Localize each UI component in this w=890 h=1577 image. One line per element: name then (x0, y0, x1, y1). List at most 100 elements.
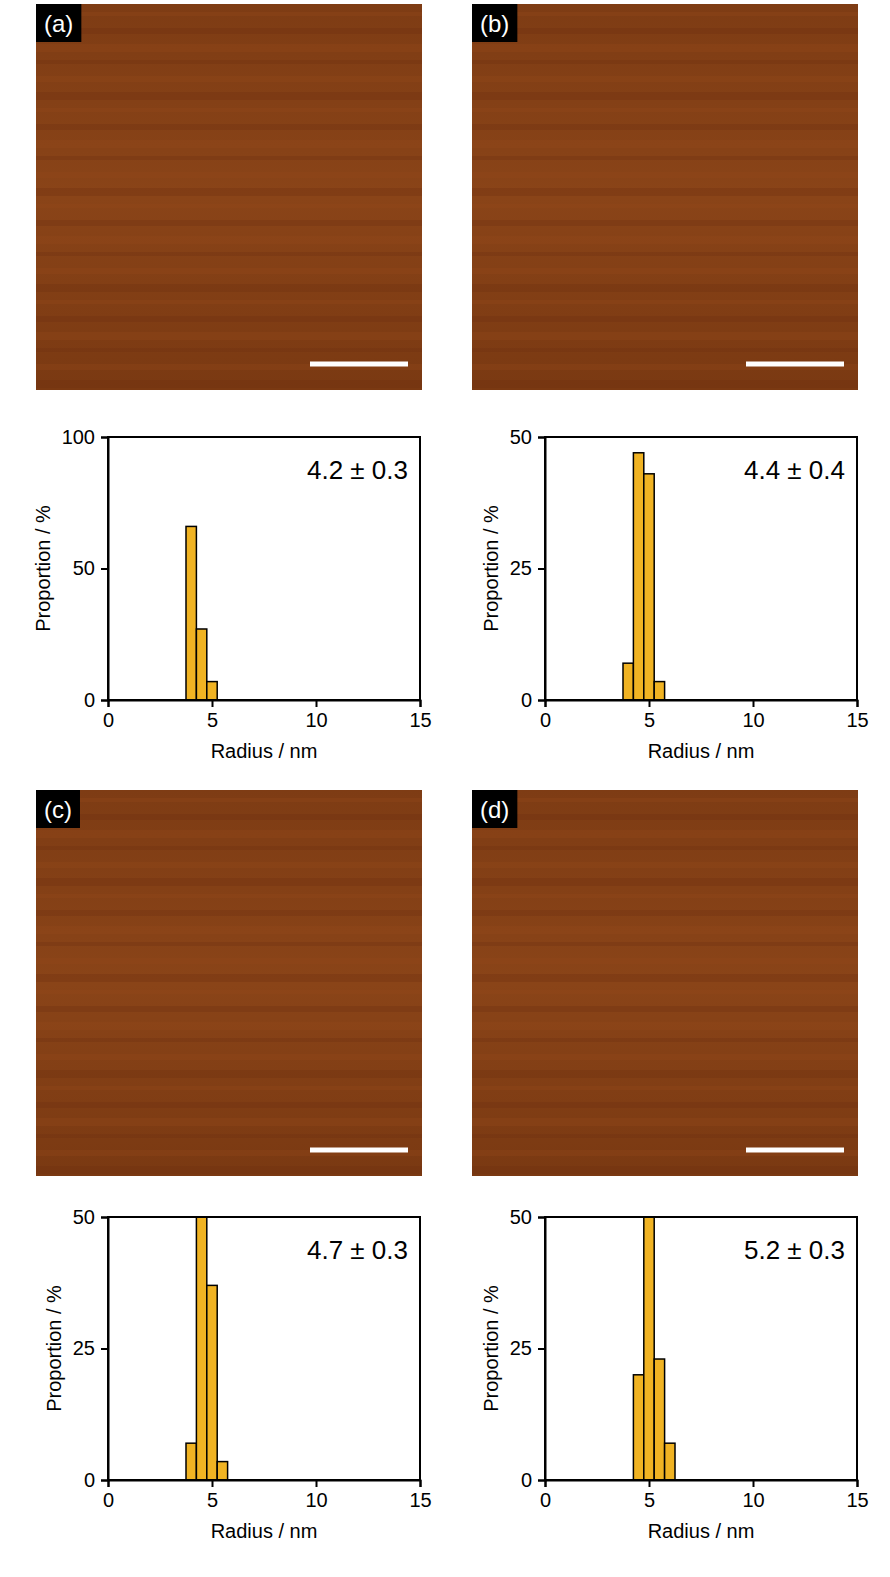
y-tick: 50 (73, 1206, 108, 1228)
y-tick: 100 (62, 426, 108, 448)
scan-line (36, 332, 422, 340)
scan-line (472, 894, 858, 898)
scan-line (472, 156, 858, 160)
x-tick-label: 15 (409, 1489, 431, 1511)
scan-line (472, 1022, 858, 1030)
scan-line (472, 76, 858, 82)
scan-line (472, 942, 858, 946)
y-axis: 0 25 50 (73, 1206, 109, 1491)
image-ground (36, 790, 422, 1176)
x-tick-label: 15 (846, 1489, 868, 1511)
scan-line (472, 1102, 858, 1108)
y-tick-label: 50 (73, 1206, 95, 1228)
bar (186, 526, 196, 700)
plot-frame (108, 1217, 420, 1480)
y-axis: 0 25 50 (510, 1206, 546, 1491)
x-tick-mark (420, 1480, 422, 1487)
bar (644, 1217, 654, 1480)
panel: (a)051015050100Radius / nmProportion / %… (32, 4, 432, 762)
x-tick: 15 (409, 1480, 431, 1511)
scan-line (36, 156, 422, 160)
x-tick-label: 5 (207, 709, 218, 731)
x-tick: 10 (742, 1480, 764, 1511)
bar (644, 474, 654, 700)
y-tick-label: 50 (510, 1206, 532, 1228)
scan-line (36, 140, 422, 148)
scan-line (472, 814, 858, 820)
x-axis-title: Radius / nm (648, 1520, 755, 1542)
x-tick-mark (212, 700, 214, 707)
y-tick: 25 (510, 557, 545, 579)
scan-line (472, 798, 858, 802)
scan-line (36, 846, 422, 850)
panel-label-box (36, 4, 81, 42)
x-tick-label: 15 (409, 709, 431, 731)
x-tick-label: 5 (644, 1489, 655, 1511)
x-tick: 5 (207, 700, 218, 731)
x-tick-label: 0 (540, 709, 551, 731)
x-tick-mark (316, 700, 318, 707)
x-axis: 051015 (540, 1480, 869, 1511)
panel: (c)05101502550Radius / nmProportion / %4… (36, 790, 432, 1542)
scan-line (472, 108, 858, 112)
scan-line (472, 846, 858, 850)
panel-label: (a) (44, 10, 73, 37)
afm-image (36, 790, 422, 1176)
y-tick-mark (101, 700, 108, 702)
scan-line (36, 942, 422, 946)
scan-line (36, 364, 422, 370)
panel-label: (c) (44, 796, 72, 823)
y-tick: 25 (73, 1337, 108, 1359)
scan-line (472, 252, 858, 256)
plot-frame (545, 437, 857, 700)
scan-line (36, 894, 422, 898)
annotation: 5.2 ± 0.3 (744, 1235, 845, 1265)
bar (654, 682, 664, 700)
y-tick-label: 0 (521, 1469, 532, 1491)
x-axis-line (546, 701, 858, 708)
bars (633, 1217, 675, 1480)
scan-line (36, 380, 422, 388)
y-tick-label: 0 (84, 1469, 95, 1491)
panel-label: (d) (480, 796, 509, 823)
scale-bar (746, 1148, 844, 1153)
y-tick-mark (101, 1217, 108, 1219)
scan-line (36, 974, 422, 982)
x-tick-mark (753, 700, 755, 707)
x-tick-mark (316, 1480, 318, 1487)
x-tick-label: 10 (305, 709, 327, 731)
scan-line (36, 990, 422, 994)
scan-line (36, 284, 422, 292)
scan-line (472, 44, 858, 52)
scan-line (36, 252, 422, 256)
y-tick-label: 0 (521, 689, 532, 711)
y-tick-label: 25 (510, 1337, 532, 1359)
panel: (b)05101502550Radius / nmProportion / %4… (472, 4, 869, 762)
scan-line (36, 300, 422, 304)
scan-line (36, 236, 422, 244)
scan-line (472, 60, 858, 64)
x-tick-mark (649, 700, 651, 707)
scan-line (472, 12, 858, 16)
x-tick-label: 10 (305, 1489, 327, 1511)
bar (207, 1285, 217, 1480)
x-axis-title: Radius / nm (211, 1520, 318, 1542)
scan-line (36, 188, 422, 196)
scan-line (36, 204, 422, 208)
x-tick-label: 10 (742, 709, 764, 731)
scan-line (472, 28, 858, 34)
scan-line (36, 1134, 422, 1138)
y-tick-label: 100 (62, 426, 95, 448)
bar (623, 663, 633, 700)
scan-line (472, 990, 858, 994)
x-axis: 051015 (103, 700, 432, 731)
scan-line (36, 798, 422, 802)
scan-line (472, 1038, 858, 1042)
scan-line (36, 76, 422, 82)
y-axis-title: Proportion / % (32, 505, 54, 632)
y-axis-line (538, 438, 546, 701)
x-tick-label: 5 (644, 709, 655, 731)
y-axis: 050100 (62, 426, 109, 711)
y-axis-line (538, 1218, 546, 1481)
annotation: 4.4 ± 0.4 (744, 455, 845, 485)
